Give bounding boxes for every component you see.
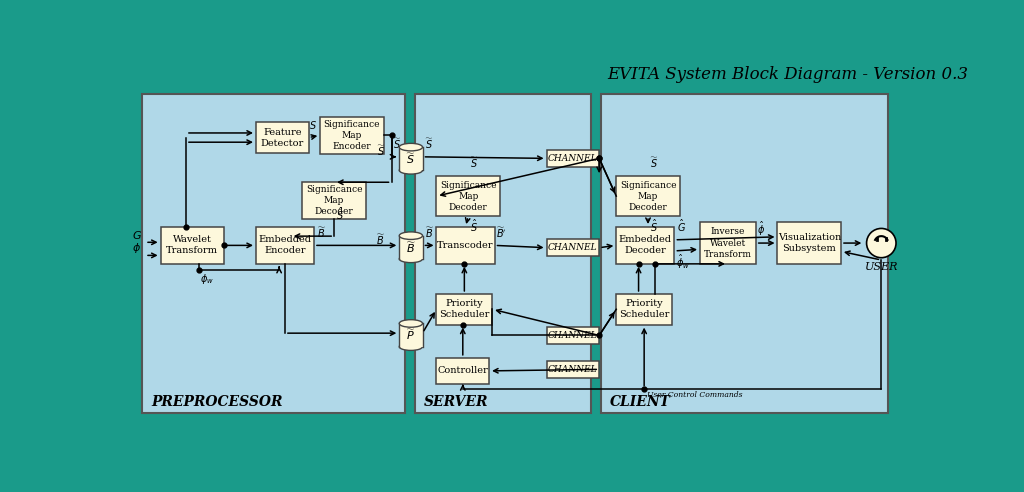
Bar: [616, 176, 680, 216]
Bar: [700, 222, 756, 264]
Bar: [547, 150, 599, 167]
Text: $G$: $G$: [132, 229, 142, 241]
Text: $\hat{G}$: $\hat{G}$: [677, 217, 686, 234]
Text: Embedded
Encoder: Embedded Encoder: [258, 235, 311, 255]
Text: EVITA System Block Diagram - Version 0.3: EVITA System Block Diagram - Version 0.3: [607, 66, 968, 83]
Text: USER: USER: [864, 262, 898, 272]
Bar: [436, 227, 495, 264]
Text: $\widetilde{B}'$: $\widetilde{B}'$: [496, 225, 507, 240]
Text: SERVER: SERVER: [424, 396, 488, 409]
Text: $\widetilde{B}$: $\widetilde{B}$: [406, 240, 416, 255]
Text: $\hat{\phi}$: $\hat{\phi}$: [758, 219, 765, 238]
Text: Priority
Scheduler: Priority Scheduler: [618, 299, 670, 319]
Text: Priority
Scheduler: Priority Scheduler: [439, 299, 489, 319]
Bar: [547, 327, 599, 344]
Text: $\widetilde{S}$: $\widetilde{S}$: [649, 155, 658, 170]
Bar: [415, 93, 592, 413]
Bar: [302, 182, 366, 219]
Bar: [436, 358, 489, 384]
Text: $\widetilde{B}$: $\widetilde{B}$: [317, 225, 327, 240]
Text: $\widetilde{B}$: $\widetilde{B}$: [425, 225, 434, 240]
Text: $\widetilde{S}$: $\widetilde{S}$: [470, 155, 478, 170]
Text: Significance
Map
Decoder: Significance Map Decoder: [440, 181, 497, 212]
Text: PREPROCESSOR: PREPROCESSOR: [152, 396, 283, 409]
Text: Visualization
Subsystem: Visualization Subsystem: [777, 233, 841, 253]
Bar: [616, 227, 675, 264]
Text: $\hat{\phi}_w$: $\hat{\phi}_w$: [676, 252, 690, 271]
Text: $\phi_w$: $\phi_w$: [201, 272, 214, 285]
Bar: [161, 227, 224, 264]
Text: CLIENT: CLIENT: [610, 396, 671, 409]
Text: User Control Commands: User Control Commands: [647, 391, 742, 399]
Ellipse shape: [399, 166, 423, 174]
Bar: [436, 176, 500, 216]
Bar: [256, 227, 314, 264]
Bar: [399, 323, 423, 347]
Text: Wavelet
Transform: Wavelet Transform: [166, 235, 218, 255]
Ellipse shape: [399, 143, 423, 151]
Text: $\widetilde{S}$: $\widetilde{S}$: [425, 136, 433, 151]
Text: Inverse
Wavelet
Transform: Inverse Wavelet Transform: [703, 227, 752, 259]
Bar: [616, 294, 672, 325]
Bar: [547, 361, 599, 378]
Bar: [256, 122, 308, 153]
Text: $\widetilde{S}$: $\widetilde{S}$: [393, 136, 401, 151]
Text: $\phi$: $\phi$: [132, 241, 141, 255]
Text: Feature
Detector: Feature Detector: [260, 127, 304, 148]
Bar: [777, 222, 841, 264]
Ellipse shape: [399, 343, 423, 350]
Bar: [436, 294, 493, 325]
Bar: [399, 147, 423, 170]
Text: $\widetilde{S}$: $\widetilde{S}$: [377, 144, 385, 158]
Bar: [321, 117, 384, 154]
Text: Controller: Controller: [437, 367, 488, 375]
Bar: [601, 93, 888, 413]
Ellipse shape: [399, 255, 423, 263]
Text: CHANNEL: CHANNEL: [548, 154, 598, 163]
Text: CHANNEL: CHANNEL: [548, 365, 598, 374]
Text: CHANNEL: CHANNEL: [548, 243, 598, 252]
Text: $S$: $S$: [309, 120, 317, 131]
Text: Embedded
Decoder: Embedded Decoder: [618, 235, 672, 255]
Text: Transcoder: Transcoder: [437, 241, 494, 250]
Text: $\hat{S}$: $\hat{S}$: [470, 217, 477, 234]
Bar: [399, 236, 423, 259]
Ellipse shape: [399, 320, 423, 327]
Text: CHANNEL: CHANNEL: [548, 331, 598, 340]
Text: Significance
Map
Decoder: Significance Map Decoder: [306, 185, 362, 216]
Text: $\widetilde{S}$: $\widetilde{S}$: [406, 152, 416, 166]
Text: Significance
Map
Decoder: Significance Map Decoder: [620, 181, 676, 212]
Ellipse shape: [399, 232, 423, 240]
Text: $\widetilde{P}$: $\widetilde{P}$: [407, 328, 416, 342]
Bar: [142, 93, 406, 413]
Text: $\hat{S}$: $\hat{S}$: [649, 217, 657, 234]
Text: $\hat{S}$: $\hat{S}$: [336, 205, 344, 221]
Text: Significance
Map
Encoder: Significance Map Encoder: [324, 120, 380, 151]
Text: $\widetilde{B}$: $\widetilde{B}$: [376, 232, 385, 247]
Circle shape: [866, 228, 896, 258]
Bar: [547, 239, 599, 256]
